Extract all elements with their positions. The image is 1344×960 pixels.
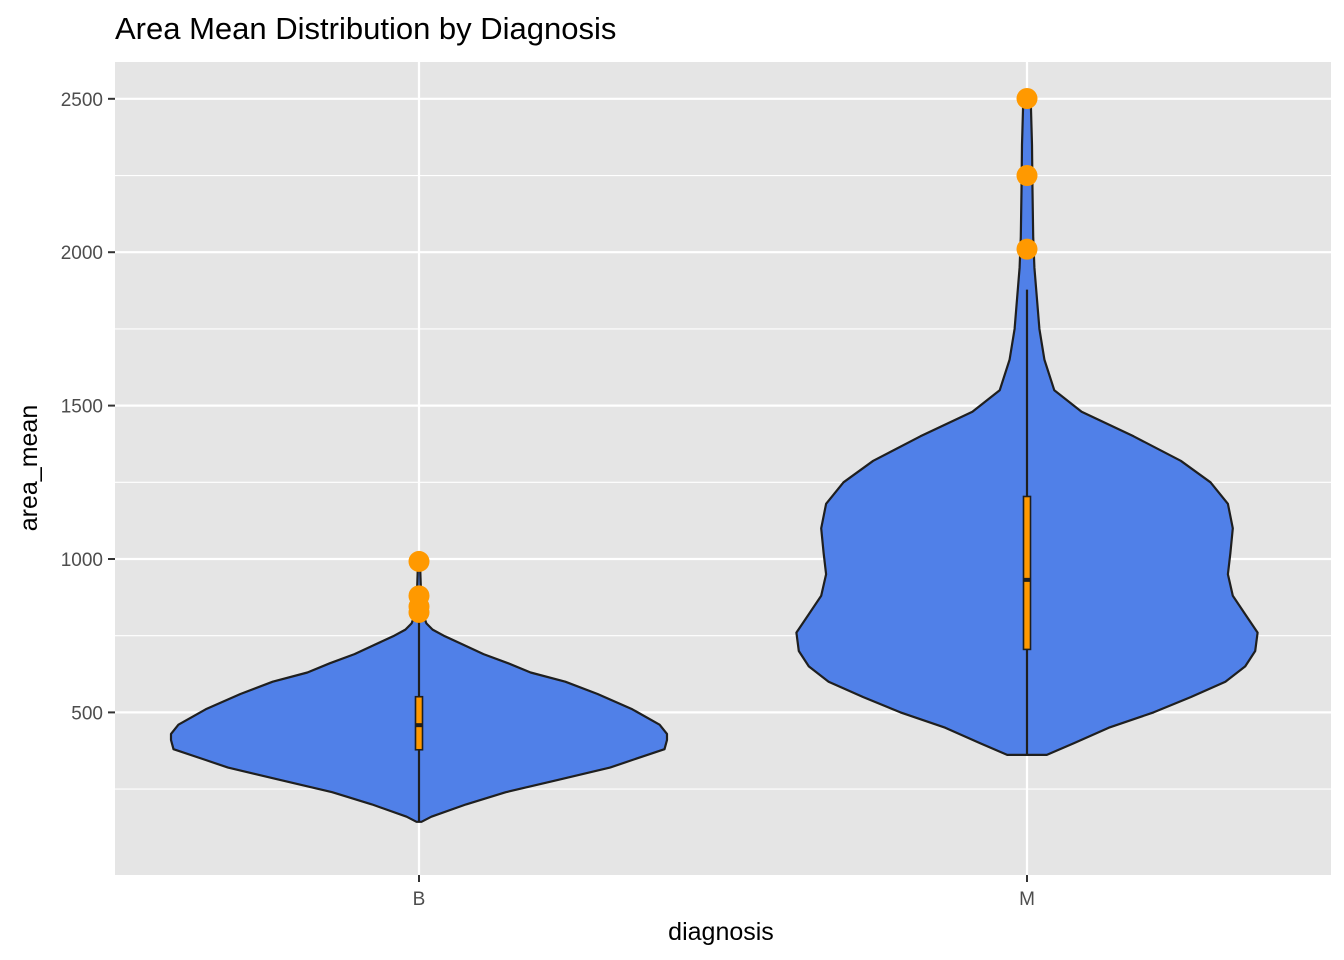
chart-title: Area Mean Distribution by Diagnosis bbox=[115, 11, 616, 46]
y-tick-label: 2000 bbox=[61, 243, 103, 264]
outlier-point bbox=[408, 601, 430, 623]
outlier-point bbox=[408, 550, 430, 572]
x-tick-label: M bbox=[1019, 889, 1035, 910]
y-tick-label: 1000 bbox=[61, 550, 103, 571]
box-M bbox=[1022, 495, 1032, 651]
y-tick-label: 500 bbox=[71, 703, 103, 724]
outlier-points bbox=[408, 88, 1038, 623]
y-tick-label: 2500 bbox=[61, 90, 103, 111]
x-tick-label: B bbox=[413, 889, 426, 910]
y-tick-label: 1500 bbox=[61, 397, 103, 418]
outlier-point bbox=[1016, 238, 1038, 260]
y-axis-title: area_mean bbox=[15, 405, 43, 531]
outlier-point bbox=[1016, 88, 1038, 110]
boxplots bbox=[414, 289, 1032, 822]
outlier-point bbox=[1016, 165, 1038, 187]
x-axis-title: diagnosis bbox=[668, 918, 774, 946]
y-axis: 500 1000 1500 2000 2500 bbox=[61, 90, 115, 724]
